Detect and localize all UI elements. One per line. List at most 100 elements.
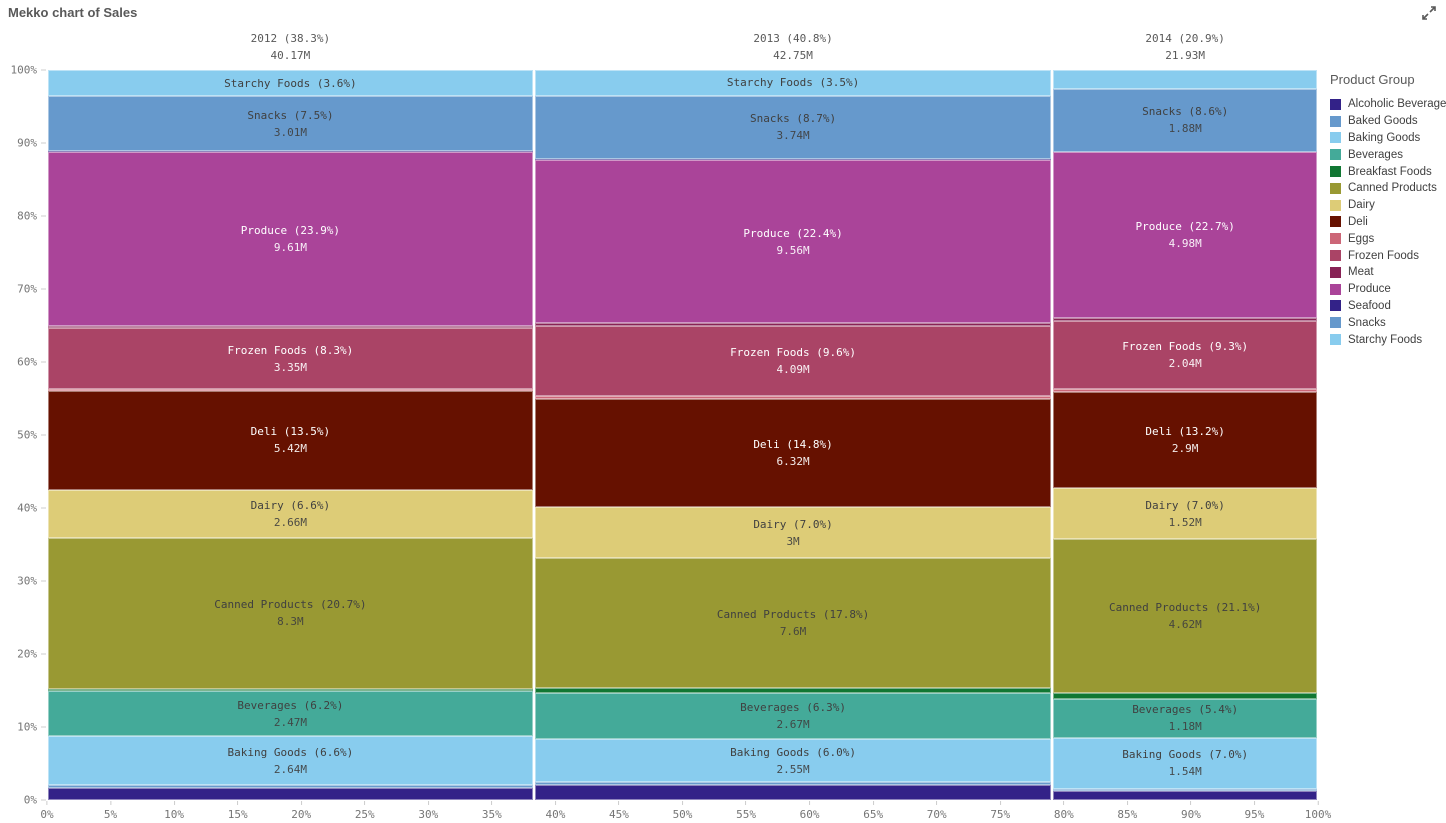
x-tick-label: 10% bbox=[164, 808, 185, 821]
legend-item-frozen-foods[interactable]: Frozen Foods bbox=[1330, 247, 1444, 264]
legend-item-eggs[interactable]: Eggs bbox=[1330, 230, 1444, 247]
segment-value: 1.18M bbox=[1168, 720, 1202, 734]
legend-item-produce[interactable]: Produce bbox=[1330, 281, 1444, 298]
segment-2014-frozen-foods[interactable]: Frozen Foods (9.3%) 2.04M bbox=[1053, 321, 1317, 389]
segment-2013-deli[interactable]: Deli (14.8%) 6.32M bbox=[534, 399, 1052, 508]
legend-item-deli[interactable]: Deli bbox=[1330, 214, 1444, 231]
segment-2014-alcoholic-beverages[interactable] bbox=[1053, 791, 1317, 800]
x-tick-mark bbox=[427, 801, 429, 805]
segment-2014-starchy-foods[interactable] bbox=[1053, 70, 1317, 89]
segment-value: 3.01M bbox=[273, 125, 307, 139]
segment-2013-snacks[interactable]: Snacks (8.7%) 3.74M bbox=[534, 95, 1052, 160]
y-tick-mark bbox=[41, 726, 46, 728]
x-tick-mark bbox=[1063, 801, 1065, 805]
legend-item-starchy-foods[interactable]: Starchy Foods bbox=[1330, 331, 1444, 348]
segment-label: Beverages (5.4%) bbox=[1132, 703, 1239, 717]
segment-value: 2.9M bbox=[1171, 442, 1199, 456]
legend-title: Product Group bbox=[1330, 72, 1415, 87]
x-tick-mark bbox=[809, 801, 811, 805]
segment-2012-deli[interactable]: Deli (13.5%) 5.42M bbox=[48, 391, 533, 490]
segment-2012-dairy[interactable]: Dairy (6.6%) 2.66M bbox=[48, 489, 533, 538]
segment-2012-snacks[interactable]: Snacks (7.5%) 3.01M bbox=[48, 96, 533, 152]
segment-2012-breakfast-foods[interactable] bbox=[48, 689, 533, 692]
segment-2012-eggs[interactable] bbox=[48, 389, 533, 392]
x-tick-mark bbox=[554, 801, 556, 805]
segment-2013-starchy-foods[interactable]: Starchy Foods (3.5%) bbox=[534, 70, 1052, 96]
y-tick-label: 30% bbox=[17, 574, 37, 588]
segment-value: 9.61M bbox=[273, 240, 307, 254]
legend-item-breakfast-foods[interactable]: Breakfast Foods bbox=[1330, 163, 1444, 180]
segment-2012-produce[interactable]: Produce (23.9%) 9.61M bbox=[48, 151, 533, 327]
legend-item-seafood[interactable]: Seafood bbox=[1330, 298, 1444, 315]
legend-item-alcoholic-beverages[interactable]: Alcoholic Beverages bbox=[1330, 96, 1446, 113]
segment-label: Snacks (7.5%) bbox=[247, 108, 334, 122]
segment-2013-baked-goods[interactable] bbox=[534, 782, 1052, 786]
y-tick-label: 100% bbox=[10, 63, 38, 77]
segment-2013-meat[interactable] bbox=[534, 323, 1052, 327]
segment-2013-breakfast-foods[interactable] bbox=[534, 688, 1052, 693]
y-tick-label: 10% bbox=[17, 720, 37, 734]
x-axis-tick: 5% bbox=[104, 801, 117, 823]
segment-value: 6.32M bbox=[776, 455, 810, 469]
segment-2012-frozen-foods[interactable]: Frozen Foods (8.3%) 3.35M bbox=[48, 328, 533, 389]
segment-2013-baking-goods[interactable]: Baking Goods (6.0%) 2.55M bbox=[534, 738, 1052, 783]
x-tick-mark bbox=[618, 801, 620, 805]
segment-2014-deli[interactable]: Deli (13.2%) 2.9M bbox=[1053, 391, 1317, 489]
segment-2014-meat[interactable] bbox=[1053, 318, 1317, 322]
segment-2014-snacks[interactable]: Snacks (8.6%) 1.88M bbox=[1053, 88, 1317, 152]
segment-2012-canned-products[interactable]: Canned Products (20.7%) 8.3M bbox=[48, 537, 533, 690]
segment-2014-eggs[interactable] bbox=[1053, 389, 1317, 392]
segment-2013-canned-products[interactable]: Canned Products (17.8%) 7.6M bbox=[534, 558, 1052, 689]
segment-2012-alcoholic-beverages[interactable] bbox=[48, 787, 533, 800]
segment-2014-baked-goods[interactable] bbox=[1053, 789, 1317, 792]
legend-item-snacks[interactable]: Snacks bbox=[1330, 314, 1444, 331]
x-tick-mark bbox=[1317, 801, 1319, 805]
segment-2013-alcoholic-beverages[interactable] bbox=[534, 785, 1052, 800]
segment-value: 1.52M bbox=[1168, 515, 1202, 529]
segment-2014-produce[interactable]: Produce (22.7%) 4.98M bbox=[1053, 152, 1317, 319]
segment-value: 3M bbox=[786, 534, 800, 548]
x-tick-mark bbox=[173, 801, 175, 805]
legend: Product Group Alcoholic Beverages Baked G… bbox=[1330, 72, 1446, 348]
segment-2013-frozen-foods[interactable]: Frozen Foods (9.6%) 4.09M bbox=[534, 326, 1052, 397]
segment-2013-beverages[interactable]: Beverages (6.3%) 2.67M bbox=[534, 692, 1052, 739]
legend-item-meat[interactable]: Meat bbox=[1330, 264, 1444, 281]
expand-icon[interactable] bbox=[1420, 4, 1438, 22]
y-axis-tick: 40% bbox=[17, 502, 46, 515]
segment-2013-produce[interactable]: Produce (22.4%) 9.56M bbox=[534, 159, 1052, 324]
segment-2012-beverages[interactable]: Beverages (6.2%) 2.47M bbox=[48, 691, 533, 737]
segment-2013-dairy[interactable]: Dairy (7.0%) 3M bbox=[534, 507, 1052, 559]
y-tick-label: 90% bbox=[17, 136, 37, 150]
segment-2014-canned-products[interactable]: Canned Products (21.1%) 4.62M bbox=[1053, 539, 1317, 694]
chart-title: Mekko chart of Sales bbox=[8, 5, 138, 20]
legend-item-label: Starchy Foods bbox=[1348, 333, 1423, 346]
y-tick-mark bbox=[41, 69, 46, 71]
legend-item-canned-products[interactable]: Canned Products bbox=[1330, 180, 1444, 197]
x-axis-tick: 95% bbox=[1245, 801, 1264, 823]
y-tick-mark bbox=[41, 799, 46, 801]
segment-2012-baking-goods[interactable]: Baking Goods (6.6%) 2.64M bbox=[48, 736, 533, 785]
column-total: 21.93M bbox=[1165, 49, 1206, 62]
legend-item-dairy[interactable]: Dairy bbox=[1330, 197, 1444, 214]
legend-item-baking-goods[interactable]: Baking Goods bbox=[1330, 130, 1444, 147]
segment-2012-baked-goods[interactable] bbox=[48, 784, 533, 788]
segment-label: Beverages (6.3%) bbox=[740, 700, 847, 714]
segment-value: 1.88M bbox=[1168, 122, 1202, 136]
segment-value: 2.04M bbox=[1168, 357, 1202, 371]
legend-item-label: Alcoholic Beverages bbox=[1348, 98, 1446, 111]
legend-item-beverages[interactable]: Beverages bbox=[1330, 146, 1444, 163]
segment-2014-baking-goods[interactable]: Baking Goods (7.0%) 1.54M bbox=[1053, 737, 1317, 790]
mekko-column-2013: Starchy Foods (3.5%) Snacks (8.7%) 3.74M Pr… bbox=[533, 70, 1053, 800]
segment-2014-dairy[interactable]: Dairy (7.0%) 1.52M bbox=[1053, 488, 1317, 540]
legend-item-baked-goods[interactable]: Baked Goods bbox=[1330, 113, 1444, 130]
x-tick-mark bbox=[364, 801, 366, 805]
segment-2013-eggs[interactable] bbox=[534, 396, 1052, 400]
segment-2012-meat[interactable] bbox=[48, 326, 533, 329]
segment-2014-breakfast-foods[interactable] bbox=[1053, 693, 1317, 699]
segment-2014-beverages[interactable]: Beverages (5.4%) 1.18M bbox=[1053, 698, 1317, 738]
legend-swatch-deli bbox=[1330, 216, 1341, 228]
legend-item-label: Dairy bbox=[1348, 199, 1375, 212]
segment-2012-starchy-foods[interactable]: Starchy Foods (3.6%) bbox=[48, 70, 533, 97]
segment-label: Canned Products (17.8%) bbox=[716, 608, 870, 622]
segment-value: 2.64M bbox=[273, 762, 307, 776]
